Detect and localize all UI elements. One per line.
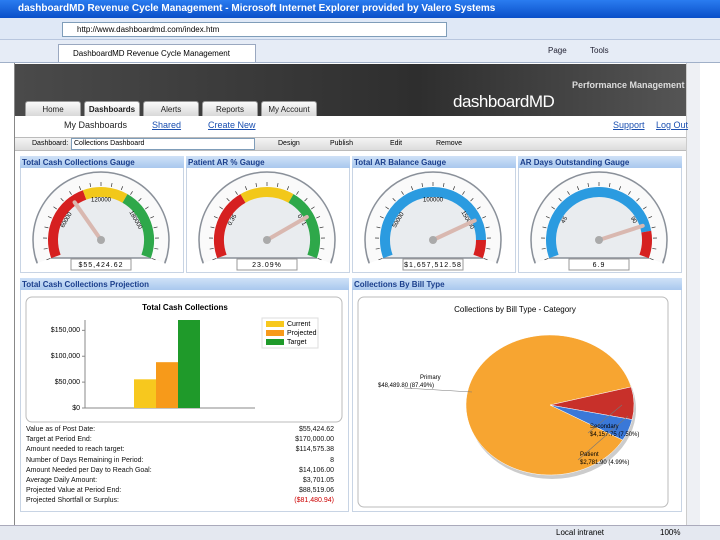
nav-tab[interactable]: My Account xyxy=(261,101,317,116)
logo: dashboardMD xyxy=(453,92,555,111)
gauge-panel xyxy=(518,156,682,273)
nav-tab[interactable]: Dashboards xyxy=(84,101,140,116)
summary-value: $55,424.62 xyxy=(298,426,334,433)
gauge-panel xyxy=(186,156,350,273)
browser-tab[interactable]: DashboardMD Revenue Cycle Management xyxy=(58,44,256,62)
status-zone: Local intranet xyxy=(556,528,605,537)
address-bar[interactable]: http://www.dashboardmd.com/index.htm xyxy=(62,22,447,37)
support-link[interactable]: Support xyxy=(613,120,645,130)
zoom[interactable]: 100% xyxy=(660,528,681,537)
summary-row: Projected Value at Period End: $88,519.06 xyxy=(26,487,334,495)
summary-row: Target at Period End: $170,000.00 xyxy=(26,436,334,444)
tools-menu[interactable]: Tools xyxy=(590,46,609,55)
page-menu[interactable]: Page xyxy=(548,46,567,55)
summary-value: ($81,480.94) xyxy=(294,497,334,505)
summary-row: Value as of Post Date: $55,424.62 xyxy=(26,426,334,433)
subnav-link[interactable]: Shared xyxy=(152,120,182,130)
subnav-link[interactable]: My Dashboards xyxy=(64,120,128,130)
summary-value: $88,519.06 xyxy=(298,487,334,495)
logout-link[interactable]: Log Out xyxy=(656,120,689,130)
gauge-panel xyxy=(352,156,516,273)
summary-row: Amount needed to reach target: $114,575.3… xyxy=(26,446,334,454)
bill-type-title: Collections By Bill Type xyxy=(352,278,682,290)
gauge-panel xyxy=(20,156,184,273)
bill-type-panel xyxy=(352,278,682,512)
status-bar xyxy=(0,525,720,540)
scrollbar[interactable] xyxy=(686,63,700,525)
dashboard-action[interactable]: Remove xyxy=(436,140,463,147)
summary-value: $170,000.00 xyxy=(295,436,334,444)
dashboard-action[interactable]: Publish xyxy=(330,140,353,147)
dashboard-action[interactable]: Edit xyxy=(390,140,403,147)
nav-tab[interactable]: Reports xyxy=(202,101,258,116)
summary-row: Amount Needed per Day to Reach Goal: $14,… xyxy=(26,466,334,474)
summary-row: Average Daily Amount: $3,701.05 xyxy=(26,477,334,484)
summary-value: 8 xyxy=(330,456,334,464)
dashboard-label: Dashboard: xyxy=(32,140,69,147)
dashboard-select[interactable]: Collections Dashboard xyxy=(71,138,255,150)
summary-value: $14,106.00 xyxy=(298,466,334,474)
projection-title: Total Cash Collections Projection xyxy=(20,278,349,290)
summary-row: Projected Shortfall or Surplus: ($81,480.… xyxy=(26,497,334,505)
summary-row: Number of Days Remaining in Period: 8 xyxy=(26,456,334,464)
gauge-title: AR Days Outstanding Gauge xyxy=(518,156,682,168)
gauge-title: Total Cash Collections Gauge xyxy=(20,156,184,168)
tagline: Performance Management xyxy=(572,80,685,90)
nav-tab[interactable]: Alerts xyxy=(143,101,199,116)
summary-value: $3,701.05 xyxy=(302,477,334,484)
nav-tab[interactable]: Home xyxy=(25,101,81,116)
window-title: dashboardMD Revenue Cycle Management - M… xyxy=(0,0,720,18)
gauge-title: Total AR Balance Gauge xyxy=(352,156,516,168)
summary-value: $114,575.38 xyxy=(295,446,334,454)
subnav-link[interactable]: Create New xyxy=(208,120,256,130)
gauge-title: Patient AR % Gauge xyxy=(186,156,350,168)
dashboard-action[interactable]: Design xyxy=(278,140,300,147)
